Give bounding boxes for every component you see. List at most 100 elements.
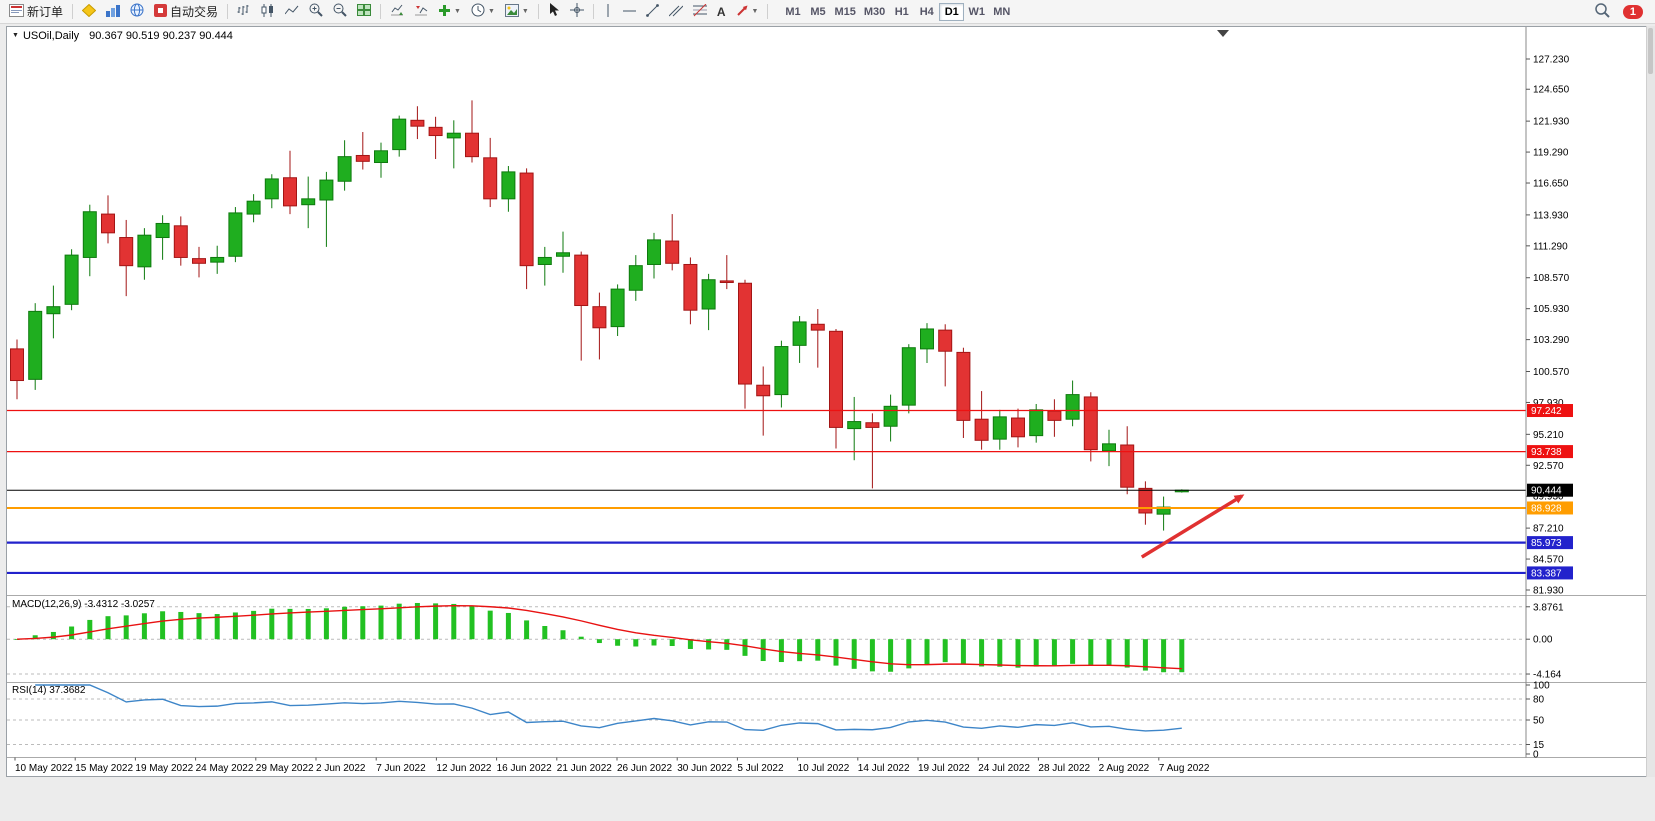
auto-scroll-button[interactable]: [386, 2, 408, 22]
svg-text:116.650: 116.650: [1533, 179, 1569, 190]
macd-bar: [906, 639, 912, 669]
fibonacci-icon: [692, 3, 707, 20]
new-order-button[interactable]: 新订单: [5, 2, 67, 22]
svg-text:121.930: 121.930: [1533, 117, 1570, 128]
macd-bar: [469, 606, 475, 640]
market-depth-button[interactable]: [102, 2, 124, 22]
macd-bar: [942, 639, 948, 663]
scrollbar-thumb[interactable]: [1648, 28, 1653, 74]
new-order-icon: [9, 3, 24, 20]
macd-signal-line: [16, 604, 1182, 670]
tile-windows-button[interactable]: [353, 2, 375, 22]
macd-bar: [251, 610, 257, 640]
candle-body: [46, 306, 61, 315]
macd-bar: [687, 639, 693, 649]
candle-body: [1083, 396, 1098, 451]
date-axis: 10 May 2022 15 May 2022 19 May 2022 24 May …: [14, 757, 1210, 774]
price-marker: [1527, 536, 1573, 550]
candle-body: [192, 258, 206, 264]
vertical-line-tool-button[interactable]: [599, 2, 617, 22]
add-indicator-icon: [438, 4, 451, 20]
timeframe-m1[interactable]: M1: [780, 3, 805, 21]
fibonacci-tool-button[interactable]: [689, 2, 711, 22]
chevron-down-icon: ▼: [751, 8, 759, 15]
macd-bar: [378, 605, 384, 640]
timeframe-m5[interactable]: M5: [805, 3, 830, 21]
svg-text:92.570: 92.570: [1533, 461, 1564, 472]
svg-text:15 May 2022: 15 May 2022: [75, 763, 133, 774]
macd-bar: [1015, 639, 1021, 668]
macd-bar: [596, 639, 602, 644]
svg-text:89.930: 89.930: [1533, 492, 1564, 503]
macd-bar: [615, 639, 621, 646]
candlestick-chart-button[interactable]: [257, 2, 279, 22]
svg-text:124.650: 124.650: [1533, 85, 1570, 96]
timeframe-d1[interactable]: D1: [939, 2, 965, 21]
candle-body: [101, 213, 115, 234]
svg-text:7 Jun 2022: 7 Jun 2022: [376, 763, 426, 774]
macd-bar: [214, 614, 220, 640]
candle-body: [1011, 417, 1025, 438]
price-marker: [1527, 445, 1573, 459]
chart-canvas[interactable]: 127.230 124.650 121.930 119.290 116.650 113.9…: [7, 27, 1646, 776]
svg-text:7 Aug 2022: 7 Aug 2022: [1159, 763, 1210, 774]
zoom-in-button[interactable]: [305, 2, 327, 22]
timeframe-m30[interactable]: M30: [860, 3, 889, 21]
toolbar-separator: [380, 4, 382, 19]
toolbar-separator: [72, 4, 74, 19]
macd-bar: [1033, 639, 1039, 667]
macd-bar: [669, 639, 675, 646]
candle-body: [155, 222, 170, 239]
line-chart-button[interactable]: [281, 2, 303, 22]
cursor-tool-button[interactable]: [544, 2, 564, 22]
template-button[interactable]: ▼: [501, 2, 533, 22]
text-label-tool-button[interactable]: A: [713, 2, 730, 22]
candle-body: [865, 422, 880, 428]
candle-body: [355, 154, 370, 162]
search-icon: [1595, 2, 1610, 21]
channel-tool-button[interactable]: [665, 2, 687, 22]
tile-windows-icon: [357, 3, 372, 20]
timeframe-w1[interactable]: W1: [964, 3, 989, 21]
chart-shift-marker-icon: [1217, 30, 1229, 37]
vertical-scrollbar[interactable]: [1646, 26, 1655, 777]
price-marker: [1527, 483, 1573, 497]
candle-body: [501, 171, 516, 200]
chart-shift-button[interactable]: [410, 2, 432, 22]
bar-chart-button[interactable]: [233, 2, 255, 22]
macd-bar: [997, 639, 1003, 667]
candlesticks: [10, 100, 1189, 531]
svg-text:0.00: 0.00: [1533, 635, 1553, 646]
svg-text:2 Jun 2022: 2 Jun 2022: [316, 763, 366, 774]
crosshair-tool-button[interactable]: [566, 2, 588, 22]
horizontal-line-icon: [622, 5, 636, 19]
timeframe-m15[interactable]: M15: [830, 3, 859, 21]
candle-body: [264, 178, 279, 200]
svg-text:3.8761: 3.8761: [1533, 602, 1564, 613]
timeframe-h4[interactable]: H4: [914, 3, 939, 21]
autotrading-button[interactable]: 自动交易: [150, 2, 222, 22]
add-indicator-button[interactable]: ▼: [434, 2, 465, 22]
timeframe-h1[interactable]: H1: [889, 3, 914, 21]
search-button[interactable]: [1591, 2, 1614, 22]
support-resistance-lines: [7, 409, 1526, 575]
candle-body: [1138, 487, 1153, 514]
template-icon: [504, 3, 519, 20]
trendline-tool-button[interactable]: [642, 2, 663, 22]
macd-bar: [1179, 639, 1185, 673]
svg-text:10 Jul 2022: 10 Jul 2022: [798, 763, 850, 774]
macd-bar: [305, 608, 311, 640]
horizontal-line-tool-button[interactable]: [619, 2, 640, 22]
svg-text:14 Jul 2022: 14 Jul 2022: [858, 763, 910, 774]
arrow-tools-button[interactable]: ▼: [732, 2, 763, 22]
metaeditor-button[interactable]: [78, 2, 100, 22]
macd-bar: [1161, 639, 1167, 673]
macd-bar: [560, 630, 566, 640]
macd-bar: [269, 608, 275, 640]
community-button[interactable]: [126, 2, 148, 22]
zoom-out-button[interactable]: [329, 2, 351, 22]
timeframe-mn[interactable]: MN: [989, 3, 1014, 21]
period-menu-button[interactable]: ▼: [467, 2, 499, 22]
notification-badge[interactable]: 1: [1622, 4, 1643, 19]
macd-bar: [815, 639, 821, 661]
